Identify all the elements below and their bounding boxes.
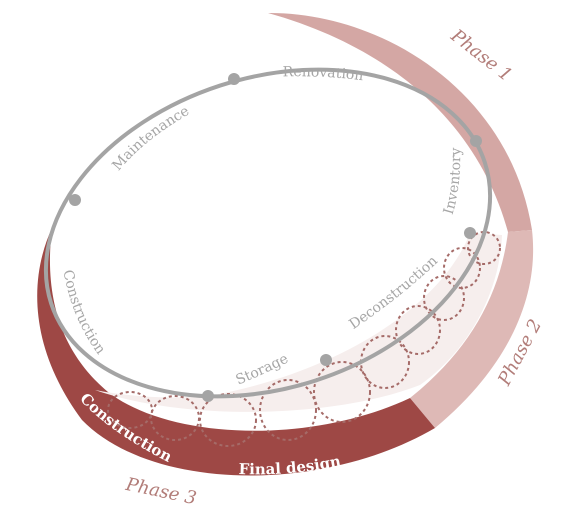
dotted-loop [259,379,317,441]
node-dot-construction [202,390,214,402]
phase-label-1: Phase 1 [446,25,516,86]
dotted-loop [423,275,465,321]
phase-2-band [410,230,534,428]
cycle-ring [43,67,493,399]
node-dot-storage [320,354,332,366]
dotted-region [95,233,502,412]
phase-3-band [37,228,435,476]
node-dot-renovation [228,73,240,85]
dotted-loop [313,361,371,423]
node-label-renovation: Renovation [283,64,365,84]
node-label-inventory: Inventory [441,147,465,216]
dotted-loop [443,247,481,289]
node-dot-maintenance [69,194,81,206]
dotted-loop [395,305,441,355]
dotted-loop [199,393,257,447]
phase-label-3: Phase 3 [123,474,198,510]
node-dot-deconstruction [464,227,476,239]
phase-1-band [268,12,532,232]
cycle-nodes [69,73,482,402]
dotted-loop [150,395,200,441]
node-dot-inventory [470,135,482,147]
